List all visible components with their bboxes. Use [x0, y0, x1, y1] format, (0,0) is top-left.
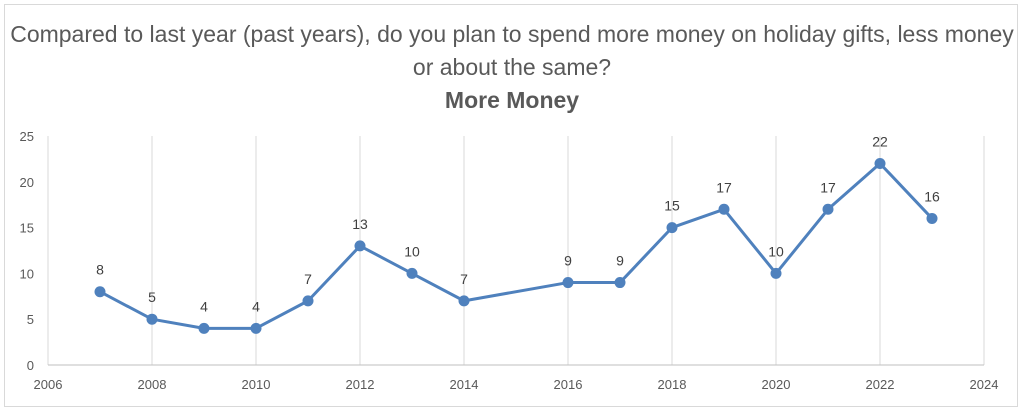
data-point	[770, 267, 782, 279]
data-label: 9	[616, 253, 624, 269]
x-tick-label: 2008	[138, 377, 167, 392]
y-tick-label: 25	[20, 129, 34, 144]
data-point	[718, 203, 730, 215]
x-tick-label: 2010	[242, 377, 271, 392]
data-labels: 8 5 4 4 7 13 10 7 9 9 15 17 10 17 22 16	[96, 133, 940, 314]
chart-title: Compared to last year (past years), do y…	[0, 18, 1024, 117]
data-label: 10	[404, 243, 420, 259]
data-point	[614, 277, 626, 289]
chart-title-text: Compared to last year (past years), do y…	[10, 21, 1014, 80]
series-layer	[94, 157, 938, 334]
data-label: 7	[460, 271, 468, 287]
data-label: 22	[872, 133, 888, 149]
chart-frame	[4, 4, 1018, 407]
data-label: 17	[820, 179, 836, 195]
data-point	[666, 222, 678, 234]
data-label: 8	[96, 262, 104, 278]
data-point	[406, 267, 418, 279]
data-point	[354, 240, 366, 252]
x-tick-label: 2006	[34, 377, 63, 392]
x-axis-ticks: 2006 2008 2010 2012 2014 2016 2018 2020 2022 2024	[34, 377, 999, 392]
x-tick-label: 2024	[970, 377, 999, 392]
y-tick-label: 20	[20, 175, 34, 190]
data-point	[146, 313, 158, 325]
series-line	[99, 161, 934, 330]
x-tick-label: 2018	[658, 377, 687, 392]
data-point	[926, 212, 938, 224]
data-point	[302, 295, 314, 307]
data-label: 16	[924, 188, 940, 204]
y-tick-label: 5	[27, 312, 34, 327]
x-tick-label: 2016	[554, 377, 583, 392]
x-tick-label: 2012	[346, 377, 375, 392]
x-tick-label: 2020	[762, 377, 791, 392]
data-label: 13	[352, 216, 368, 232]
data-label: 4	[200, 298, 208, 314]
data-label: 4	[252, 298, 260, 314]
data-label: 10	[768, 243, 784, 259]
data-point	[94, 286, 106, 298]
y-axis-ticks: 0 5 10 15 20 25	[20, 129, 34, 373]
y-tick-label: 15	[20, 221, 34, 236]
x-tick-label: 2022	[866, 377, 895, 392]
data-point	[874, 157, 886, 169]
y-tick-label: 10	[20, 266, 34, 281]
data-label: 5	[148, 289, 156, 305]
data-label: 15	[664, 198, 680, 214]
x-tick-label: 2014	[450, 377, 479, 392]
data-point	[562, 277, 574, 289]
data-point	[458, 295, 470, 307]
data-label: 17	[716, 179, 732, 195]
y-tick-label: 0	[27, 358, 34, 373]
data-label: 9	[564, 253, 572, 269]
grid-lines	[47, 136, 985, 365]
data-label: 7	[304, 271, 312, 287]
chart-subtitle: More Money	[444, 87, 580, 113]
data-point	[198, 322, 210, 334]
data-point	[822, 203, 834, 215]
data-point	[250, 322, 262, 334]
